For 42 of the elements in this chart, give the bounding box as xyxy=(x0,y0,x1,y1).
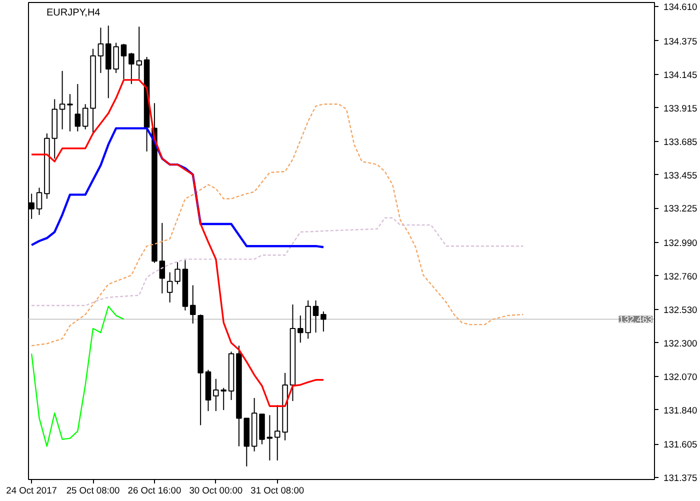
candlestick xyxy=(274,404,280,461)
x-tick-label: 24 Oct 2017 xyxy=(6,486,57,496)
y-tick-label: 131.605 xyxy=(664,440,698,450)
y-tick-label: 133.455 xyxy=(664,170,698,180)
text: EURJPY,H4 xyxy=(46,8,101,18)
y-tick-label: 132.070 xyxy=(664,372,698,382)
candlestick xyxy=(166,272,173,303)
line-series xyxy=(30,104,524,346)
line-series xyxy=(30,217,524,306)
y-tick-label: 134.375 xyxy=(664,36,698,46)
line-series xyxy=(30,79,324,407)
candlestick xyxy=(59,70,66,130)
y-tick-label: 132.760 xyxy=(664,271,698,282)
y-tick-label: 132.300 xyxy=(664,338,698,348)
x-tick-label: 26 Oct 16:00 xyxy=(128,486,182,496)
y-tick-label: 132.990 xyxy=(664,238,698,248)
candlestick xyxy=(98,27,104,74)
ref-line-label: 132.463 xyxy=(618,314,653,325)
y-tick-label: 133.685 xyxy=(664,136,698,147)
y-tick-label: 131.375 xyxy=(664,473,698,484)
line-series xyxy=(30,127,325,248)
candlestick xyxy=(174,262,180,285)
candlestick xyxy=(67,94,73,132)
y-tick-label: 133.915 xyxy=(664,103,698,114)
y-tick-label: 132.530 xyxy=(664,304,698,315)
y-tick-label: 133.225 xyxy=(664,204,698,214)
y-tick-label: 134.610 xyxy=(664,2,698,12)
x-tick-label: 30 Oct 00:00 xyxy=(189,486,243,496)
candlestick xyxy=(36,187,42,216)
candlestick xyxy=(266,414,273,461)
x-tick-label: 25 Oct 08:00 xyxy=(66,486,120,496)
candlestick xyxy=(120,43,127,80)
candlestick xyxy=(312,300,319,334)
y-tick-label: 131.840 xyxy=(664,405,698,416)
candlestick xyxy=(190,284,196,324)
candlestick xyxy=(82,104,88,130)
candlestick xyxy=(159,222,166,294)
candlestick xyxy=(320,310,326,332)
y-tick-label: 134.145 xyxy=(664,70,698,80)
line-series xyxy=(30,306,124,447)
candlestick xyxy=(74,84,81,132)
x-tick-label: 31 Oct 08:00 xyxy=(250,486,304,496)
